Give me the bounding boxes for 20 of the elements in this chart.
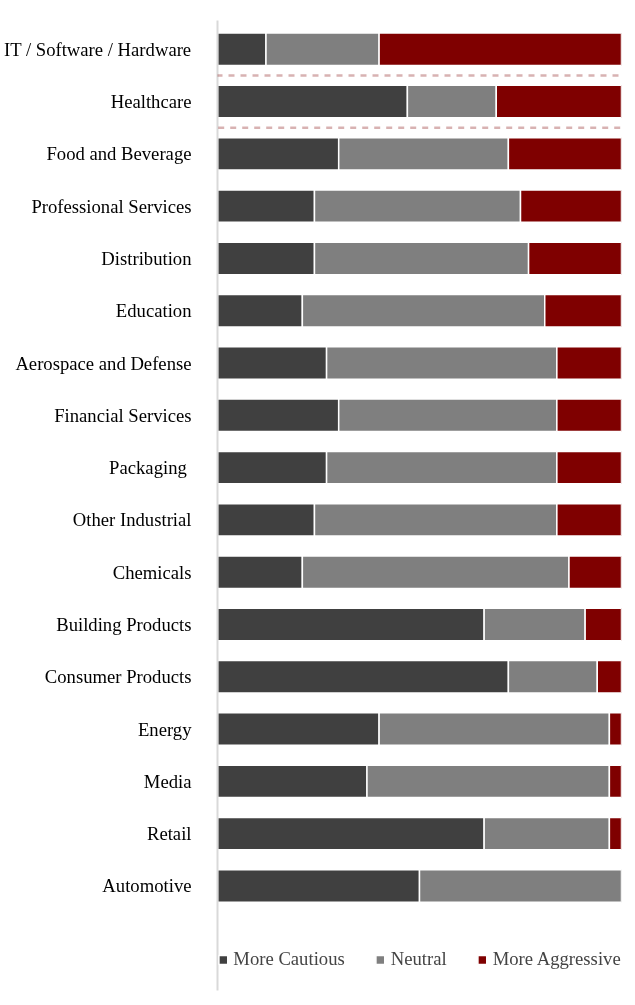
y-tick-label: Financial Services	[54, 404, 192, 426]
y-tick-label: Chemicals	[112, 561, 192, 583]
y-tick-label: Media	[143, 770, 193, 792]
y-tick-label: Energy	[137, 718, 193, 740]
y-tick-label: Packaging	[109, 457, 187, 479]
y-tick-label: Professional Services	[31, 195, 192, 217]
y-tick-label: Education	[115, 300, 193, 322]
y-tick-label: Food and Beverage	[46, 143, 192, 165]
y-tick-label: Aerospace and Defense	[15, 352, 192, 374]
y-tick-label: Other Industrial	[72, 509, 192, 531]
y-tick-label: Distribution	[101, 247, 193, 269]
y-tick-label: Retail	[146, 823, 192, 845]
legend-label: More Cautious	[233, 948, 345, 970]
y-tick-label: Healthcare	[110, 91, 192, 113]
y-tick-label: IT / Software / Hardware	[3, 38, 192, 60]
y-tick-label: Consumer Products	[44, 666, 192, 688]
y-tick-label: Automotive	[102, 875, 192, 897]
legend-label: Neutral	[390, 948, 447, 970]
y-tick-label: Building Products	[56, 613, 192, 635]
legend-label: More Aggressive	[492, 948, 621, 970]
